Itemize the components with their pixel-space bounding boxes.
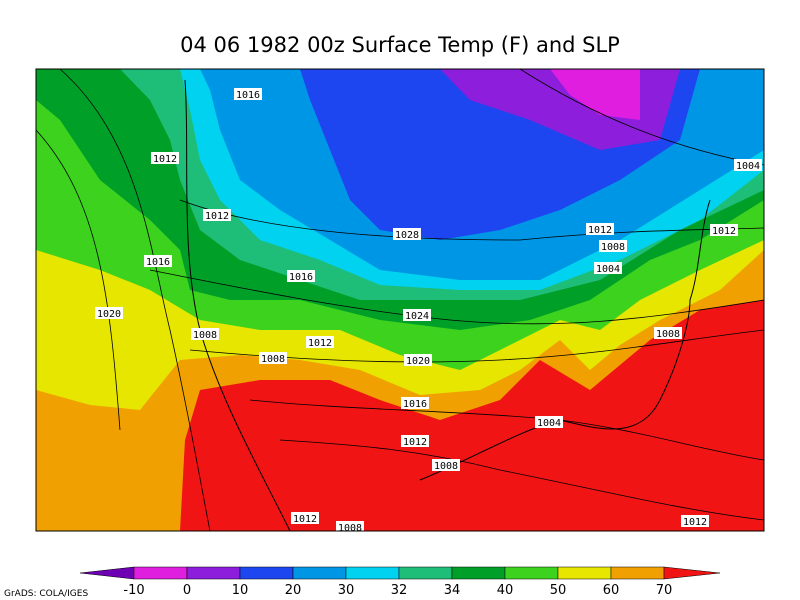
contour-label-box bbox=[734, 159, 762, 171]
contour-label-box bbox=[203, 209, 231, 221]
colorbar-label: 32 bbox=[391, 583, 408, 598]
colorbar-segment bbox=[610, 566, 665, 580]
colorbar-segment bbox=[504, 566, 559, 580]
contour-label-box bbox=[393, 228, 421, 240]
colorbar-label: 50 bbox=[550, 583, 567, 598]
contour-label: 1012 bbox=[205, 211, 229, 222]
title: 04 06 1982 00z Surface Temp (F) and SLP bbox=[180, 33, 620, 57]
contour-label-box bbox=[535, 416, 563, 428]
contour-label-box bbox=[336, 521, 364, 533]
contour-label-box bbox=[287, 270, 315, 282]
contour-label-box bbox=[291, 512, 319, 524]
contour-label-box bbox=[681, 515, 709, 527]
colorbar-label: 20 bbox=[285, 583, 302, 598]
colorbar-triangle bbox=[663, 566, 721, 580]
contour-label-box bbox=[191, 328, 219, 340]
contour-label: 1016 bbox=[236, 90, 260, 101]
contour-label-box bbox=[654, 327, 682, 339]
contour-label: 1008 bbox=[193, 330, 217, 341]
colorbar-segment bbox=[239, 566, 294, 580]
contour-label-box bbox=[710, 224, 738, 236]
colorbar-segment bbox=[186, 566, 241, 580]
colorbar-label: 40 bbox=[497, 583, 514, 598]
contour-label: 1008 bbox=[338, 523, 362, 534]
contour-label: 1008 bbox=[261, 354, 285, 365]
colorbar-label: 30 bbox=[338, 583, 355, 598]
contour-label: 1004 bbox=[736, 161, 760, 172]
contour-label: 1008 bbox=[656, 329, 680, 340]
contour-label-box bbox=[259, 352, 287, 364]
contour-label: 1020 bbox=[406, 356, 430, 367]
colorbar-segment bbox=[557, 566, 612, 580]
contour-label: 1012 bbox=[588, 225, 612, 236]
contour-label-box bbox=[234, 88, 262, 100]
contour-label: 1012 bbox=[308, 338, 332, 349]
contour-label: 1012 bbox=[683, 517, 707, 528]
contour-label: 1012 bbox=[293, 514, 317, 525]
colorbar: -10 0 10 20 30 32 34 40 50 60 70 bbox=[79, 566, 721, 598]
contour-label: 1012 bbox=[712, 226, 736, 237]
colorbar-label: -10 bbox=[123, 583, 144, 598]
contour-label-box bbox=[404, 354, 432, 366]
contour-label: 1020 bbox=[97, 309, 121, 320]
colorbar-label: 70 bbox=[656, 583, 673, 598]
colorbar-label: 10 bbox=[232, 583, 249, 598]
colorbar-label: 60 bbox=[603, 583, 620, 598]
map-frame bbox=[35, 68, 765, 532]
contour-label-box bbox=[151, 152, 179, 164]
contour-label: 1012 bbox=[153, 154, 177, 165]
contour-label: 1028 bbox=[395, 230, 419, 241]
contour-label-box bbox=[401, 397, 429, 409]
contour-label: 1012 bbox=[403, 437, 427, 448]
contour-label: 1004 bbox=[537, 418, 561, 429]
colorbar-segment bbox=[451, 566, 506, 580]
contour-label-box bbox=[586, 223, 614, 235]
temp-region bbox=[550, 69, 640, 120]
contour-label: 1016 bbox=[146, 257, 170, 268]
colorbar-label: 0 bbox=[183, 583, 191, 598]
colorbar-label: 34 bbox=[444, 583, 461, 598]
contour-label: 1024 bbox=[405, 311, 429, 322]
contour-label: 1008 bbox=[601, 242, 625, 253]
contour-label-box bbox=[401, 435, 429, 447]
contour-label-box bbox=[144, 255, 172, 267]
colorbar-segment bbox=[345, 566, 400, 580]
contour-labels: 1016 1012 1004 1012 1028 1012 1008 1012 1016 1004… bbox=[95, 88, 762, 534]
colorbar-segment bbox=[398, 566, 453, 580]
colorbar-segment bbox=[133, 566, 188, 580]
colorbar-triangle bbox=[79, 566, 135, 580]
contour-label: 1004 bbox=[596, 264, 620, 275]
contour-label: 1008 bbox=[434, 461, 458, 472]
contour-label-box bbox=[306, 336, 334, 348]
contour-label-box bbox=[599, 240, 627, 252]
colorbar-segment bbox=[292, 566, 347, 580]
contour-label-box bbox=[594, 262, 622, 274]
contour-label: 1016 bbox=[289, 272, 313, 283]
contour-label: 1016 bbox=[403, 399, 427, 410]
contour-label-box bbox=[403, 309, 431, 321]
contour-label-box bbox=[95, 307, 123, 319]
map: 1016 1012 1004 1012 1028 1012 1008 1012 1016 1004… bbox=[35, 68, 765, 534]
contour-label-box bbox=[432, 459, 460, 471]
footer: GrADS: COLA/IGES bbox=[4, 589, 88, 599]
